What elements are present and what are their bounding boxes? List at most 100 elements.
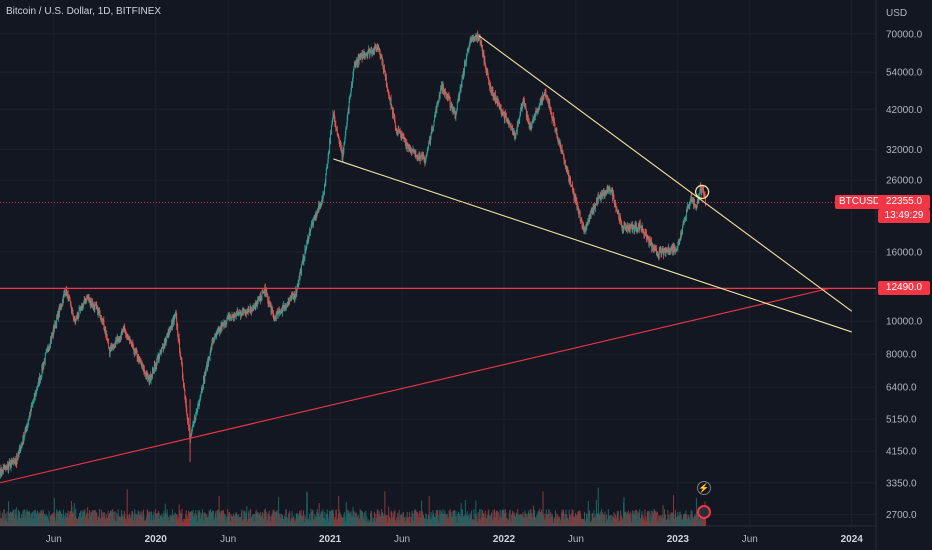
candle-body [9,462,10,466]
candle-body [137,358,139,360]
candle-body [556,134,558,137]
candle-body [263,291,264,292]
volume-bar [274,511,276,526]
candle-body [659,250,661,251]
candle-body [281,310,283,313]
candle-body [207,359,209,363]
candle-body [380,55,382,57]
candle-body [168,329,170,336]
volume-bar [210,509,212,526]
candle-body [400,134,402,140]
candle-body [473,37,475,39]
candle-body [627,225,629,226]
candle-body [374,45,376,52]
candle-body [337,135,339,137]
candle-body [383,68,385,71]
candle-body [124,331,126,333]
candle-body [250,306,251,311]
candle-body [475,36,477,38]
candle-body [640,227,642,229]
candle-body [146,372,148,377]
candle-body [189,428,190,434]
candle-body [42,365,44,368]
candle-body [696,201,698,205]
candle-body [587,221,589,224]
candle-body [506,119,508,121]
candle-body [363,53,365,58]
candle-body [268,299,270,304]
candle-body [127,337,129,338]
candle-body [699,186,701,191]
candle-body [682,223,684,226]
candle-body [357,60,359,65]
candle-body [405,142,407,147]
x-tick-label: 2020 [145,534,168,545]
candle-body [101,318,102,320]
candle-body [179,340,180,352]
candle-body [64,292,66,295]
candle-body [15,458,17,463]
candle-body [364,54,365,58]
flag-icon[interactable] [696,505,711,519]
candle-body [364,54,366,57]
candle-body [506,119,508,122]
candle-body [692,199,694,201]
candle-body [607,188,609,194]
candle-body [370,49,372,51]
candle-body [664,248,665,249]
volume-bar [0,511,1,526]
volume-bar [564,514,566,526]
candle-body [463,71,464,76]
candle-body [395,128,397,129]
candle-body [568,176,570,181]
candle-body [353,69,354,76]
candle-body [30,409,32,412]
candle-body [360,54,361,58]
candle-body [491,90,492,93]
volume-bar [428,495,430,526]
candle-body [505,113,506,115]
candle-body [679,237,681,240]
candle-body [445,92,447,96]
candle-body [148,376,150,378]
candle-body [571,185,573,186]
candle-body [611,189,613,190]
volume-bar [233,515,235,526]
candle-body [303,257,304,262]
candle-body [8,464,10,466]
candle-body [301,264,302,273]
candle-body [620,221,622,222]
candle-body [143,368,145,372]
candle-body [504,115,505,120]
candle-body [170,326,171,331]
candle-body [589,214,591,217]
candle-body [686,206,688,211]
candle-body [192,423,194,424]
candle-body [61,305,62,308]
candle-body [238,313,240,316]
lightning-icon[interactable]: ⚡ [696,481,711,495]
candle-body [128,338,130,340]
candle-body [166,335,168,337]
candle-body [53,327,55,332]
candle-body [47,347,49,350]
candle-body [230,317,231,318]
candle-body [150,374,151,381]
candle-body [288,300,290,302]
candle-body [592,209,593,214]
volume-bar [514,515,516,526]
candle-body [635,223,637,230]
candle-body [491,90,493,94]
candle-body [425,155,427,158]
candle-body [238,313,240,314]
candle-body [624,224,626,231]
candle-body [1,469,3,471]
candle-body [665,247,667,254]
volume-bar [222,510,224,526]
candle-body [42,365,44,371]
candle-body [683,220,685,225]
volume-bar [246,506,248,526]
candle-body [550,110,552,113]
candle-body [559,142,561,146]
